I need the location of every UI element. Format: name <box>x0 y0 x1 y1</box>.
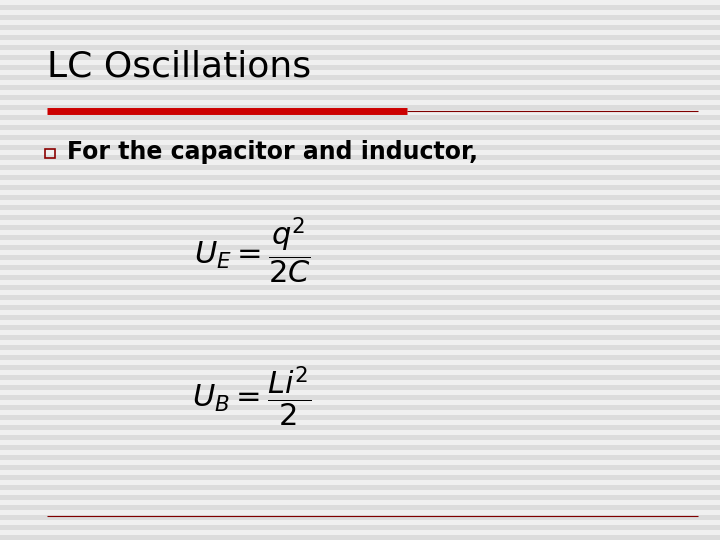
Bar <box>0 205 720 210</box>
Bar <box>0 55 720 60</box>
Bar <box>0 215 720 220</box>
Bar <box>0 285 720 290</box>
Text: For the capacitor and inductor,: For the capacitor and inductor, <box>67 140 478 164</box>
Bar <box>0 95 720 100</box>
Bar <box>0 375 720 380</box>
Bar <box>0 365 720 370</box>
Bar <box>0 535 720 540</box>
Bar <box>0 165 720 170</box>
Bar <box>0 275 720 280</box>
Bar <box>0 395 720 400</box>
Bar <box>0 325 720 330</box>
Bar <box>0 195 720 200</box>
Bar <box>0 475 720 480</box>
Bar <box>0 65 720 70</box>
Bar <box>45 148 55 158</box>
Bar <box>0 335 720 340</box>
Bar <box>0 385 720 390</box>
Bar <box>0 455 720 460</box>
Bar <box>0 435 720 440</box>
Bar <box>0 485 720 490</box>
Bar <box>0 255 720 260</box>
Bar <box>0 225 720 230</box>
Bar <box>0 245 720 250</box>
Bar <box>0 265 720 270</box>
Bar <box>0 315 720 320</box>
Text: LC Oscillations: LC Oscillations <box>47 50 311 84</box>
Bar <box>0 505 720 510</box>
Bar <box>0 425 720 430</box>
Bar <box>0 415 720 420</box>
Bar <box>0 135 720 140</box>
Bar <box>0 235 720 240</box>
Bar <box>0 35 720 40</box>
Bar <box>0 295 720 300</box>
Text: $U_E = \dfrac{q^2}{2C}$: $U_E = \dfrac{q^2}{2C}$ <box>194 216 310 286</box>
Bar <box>0 405 720 410</box>
Bar <box>0 125 720 130</box>
Bar <box>0 105 720 110</box>
Bar <box>0 115 720 120</box>
Bar <box>0 25 720 30</box>
Bar <box>0 355 720 360</box>
Bar <box>0 75 720 80</box>
Bar <box>0 345 720 350</box>
Bar <box>0 15 720 20</box>
Bar <box>0 85 720 90</box>
Bar <box>0 5 720 10</box>
Bar <box>0 525 720 530</box>
Bar <box>0 445 720 450</box>
Bar <box>0 495 720 500</box>
Bar <box>0 175 720 180</box>
Bar <box>0 465 720 470</box>
Text: $U_B = \dfrac{Li^2}{2}$: $U_B = \dfrac{Li^2}{2}$ <box>192 365 312 429</box>
Bar <box>0 305 720 310</box>
Bar <box>0 515 720 520</box>
Bar <box>0 45 720 50</box>
Bar <box>0 145 720 150</box>
Bar <box>0 155 720 160</box>
Bar <box>0 185 720 190</box>
